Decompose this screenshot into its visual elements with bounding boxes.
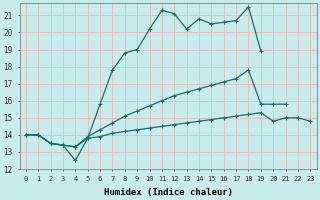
X-axis label: Humidex (Indice chaleur): Humidex (Indice chaleur) (104, 188, 233, 197)
